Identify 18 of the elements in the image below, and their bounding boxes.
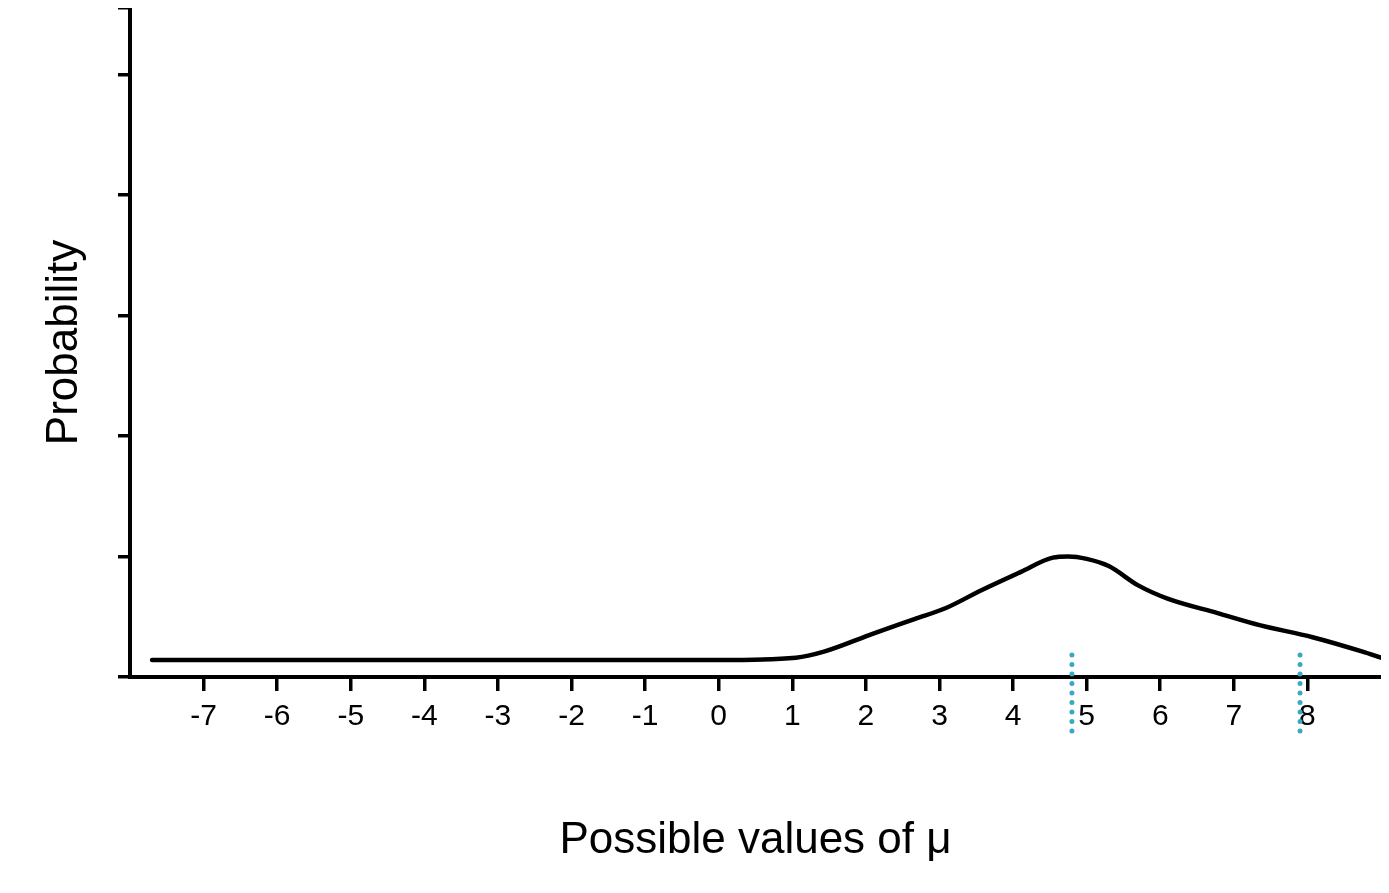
x-tick-label: 8	[1299, 698, 1316, 732]
x-tick-label: 7	[1225, 698, 1243, 732]
x-tick-label: 1	[783, 698, 801, 732]
x-tick-label: -7	[190, 698, 217, 732]
x-tick-label: -2	[558, 698, 585, 732]
x-tick-label: -3	[484, 698, 512, 732]
x-tick-label: 5	[1078, 698, 1095, 732]
x-axis-title: Possible values of μ	[559, 812, 952, 862]
x-tick-label: 2	[857, 698, 875, 732]
x-tick-label: 0	[710, 698, 728, 732]
x-tick-label: 6	[1151, 698, 1169, 732]
x-tick-label: 3	[931, 698, 948, 732]
x-tick-label: 4	[1004, 698, 1022, 732]
y-axis-title: Probability	[36, 239, 86, 446]
x-tick-label: -4	[411, 698, 438, 732]
x-tick-label: -5	[337, 698, 365, 732]
x-tick-label: -6	[263, 698, 291, 732]
x-tick-label: -1	[631, 698, 659, 732]
